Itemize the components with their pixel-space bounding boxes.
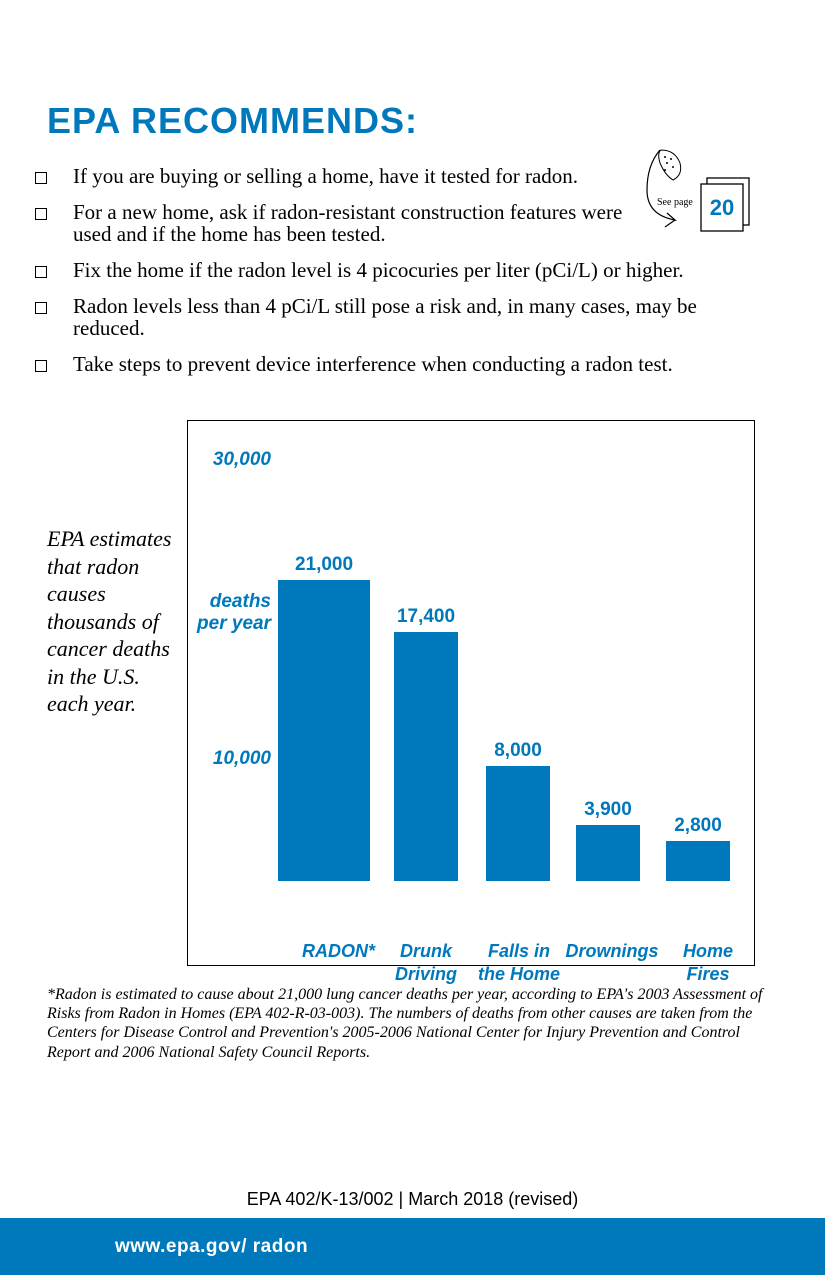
bar-value-label: 8,000: [494, 740, 542, 762]
bar: 17,400: [394, 606, 458, 881]
bar-rect: [666, 841, 730, 881]
footer-url[interactable]: www.epa.gov/ radon: [115, 1236, 308, 1258]
list-item: Take steps to prevent device interferenc…: [35, 353, 785, 375]
list-item-text: Take steps to prevent device interferenc…: [73, 353, 673, 375]
bar-category-label: DrunkDriving: [391, 940, 461, 985]
list-item-text: If you are buying or selling a home, hav…: [73, 165, 578, 187]
document-id: EPA 402/K-13/002 | March 2018 (revised): [0, 1189, 825, 1210]
list-item-text: Fix the home if the radon level is 4 pic…: [73, 259, 684, 281]
bar-rect: [576, 825, 640, 881]
see-page-number: 20: [710, 195, 734, 220]
y-axis-tick: 30,000: [213, 449, 271, 471]
bar-category-label: Falls inthe Home: [474, 940, 564, 985]
bar-rect: [394, 632, 458, 881]
checkbox-icon: [35, 360, 47, 372]
checkbox-icon: [35, 302, 47, 314]
see-page-label: See page: [657, 197, 693, 208]
checkbox-icon: [35, 266, 47, 278]
list-item: Fix the home if the radon level is 4 pic…: [35, 259, 785, 281]
bar-rect: [486, 766, 550, 881]
bar: 2,800: [666, 815, 730, 881]
bar: 3,900: [576, 799, 640, 881]
see-page-callout: See page 20: [645, 145, 755, 240]
y-axis-label: deathsper year: [197, 591, 271, 635]
list-item-text: Radon levels less than 4 pCi/L still pos…: [73, 295, 763, 339]
bar-rect: [278, 580, 370, 881]
bar: 21,000: [278, 554, 370, 881]
bar-value-label: 2,800: [674, 815, 722, 837]
bar-category-label: HomeFires: [678, 940, 738, 985]
list-item-text: For a new home, ask if radon-resistant c…: [73, 201, 633, 245]
bar-value-label: 3,900: [584, 799, 632, 821]
page-title: EPA RECOMMENDS:: [47, 100, 418, 142]
checkbox-icon: [35, 172, 47, 184]
bar-category-label: RADON*: [302, 940, 372, 963]
bar: 8,000: [486, 740, 550, 881]
checkbox-icon: [35, 208, 47, 220]
bar-category-label: Drownings: [562, 940, 662, 963]
y-axis-tick: 10,000: [213, 748, 271, 770]
deaths-bar-chart: 30,000 10,000 deathsper year 21,000 17,400 8…: [187, 420, 755, 966]
footer-bar: www.epa.gov/ radon: [0, 1218, 825, 1275]
chart-caption: EPA estimates that radon causes thousand…: [47, 525, 182, 718]
chart-footnote: *Radon is estimated to cause about 21,00…: [47, 985, 777, 1062]
bar-value-label: 17,400: [397, 606, 455, 628]
bar-value-label: 21,000: [295, 554, 353, 576]
list-item: Radon levels less than 4 pCi/L still pos…: [35, 295, 785, 339]
